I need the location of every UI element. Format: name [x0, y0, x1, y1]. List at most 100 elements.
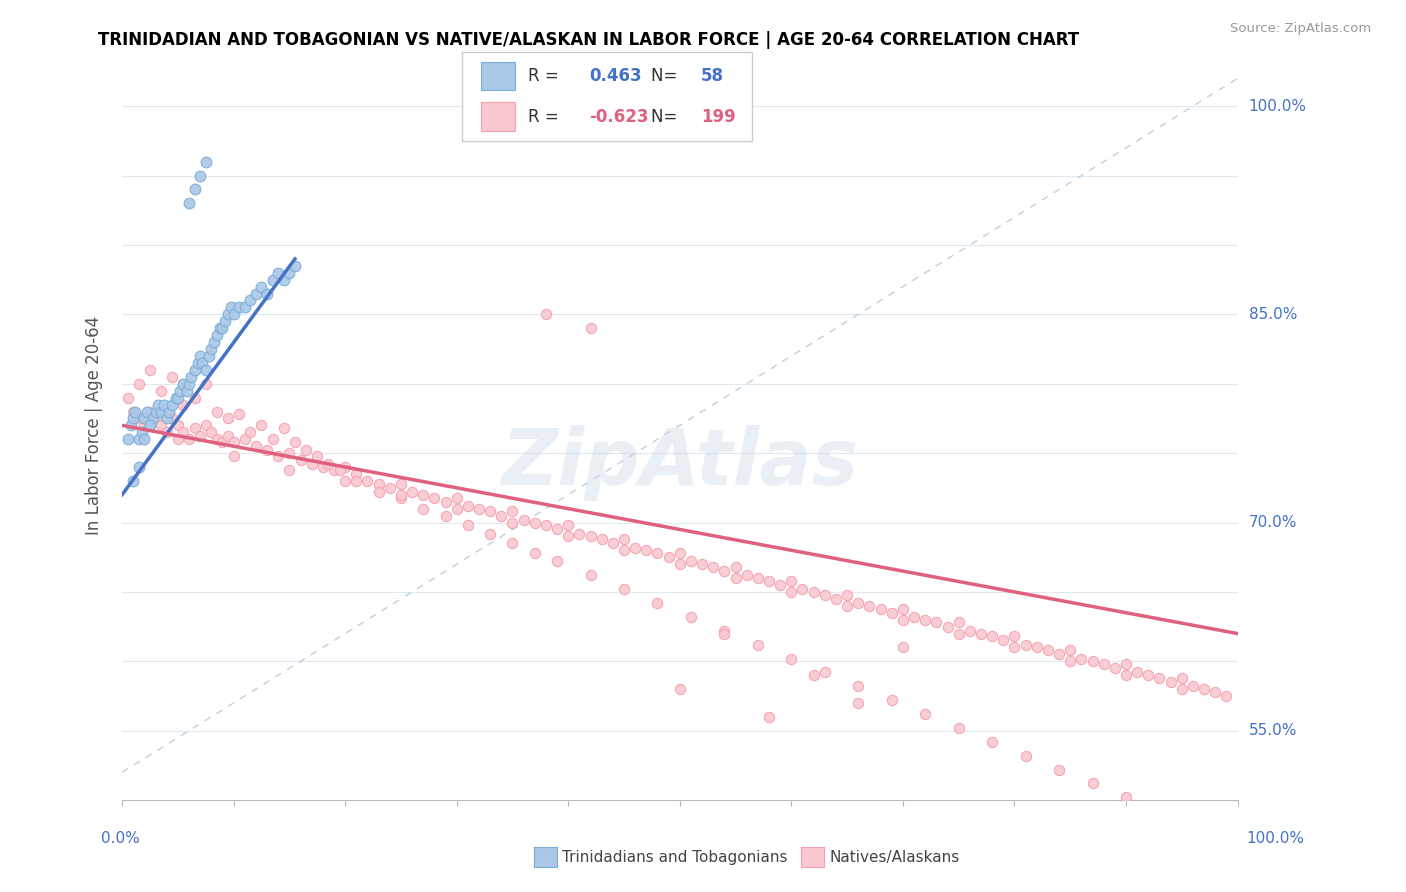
Point — [702, 560, 724, 574]
Point — [239, 425, 262, 440]
Point — [200, 342, 222, 356]
Point — [367, 476, 389, 491]
Text: 0.0%: 0.0% — [101, 831, 141, 846]
Point — [869, 601, 891, 615]
Point — [222, 435, 245, 450]
Point — [1081, 654, 1104, 668]
Point — [792, 582, 814, 596]
FancyBboxPatch shape — [463, 52, 752, 141]
Point — [501, 536, 523, 550]
Point — [146, 398, 169, 412]
Point — [1025, 640, 1047, 655]
Point — [150, 384, 173, 398]
Text: -0.623: -0.623 — [589, 108, 650, 126]
FancyBboxPatch shape — [481, 62, 515, 90]
Point — [758, 574, 780, 588]
Point — [169, 384, 191, 398]
Point — [191, 356, 214, 370]
Point — [679, 610, 702, 624]
Point — [846, 596, 869, 610]
Point — [333, 474, 356, 488]
Point — [139, 418, 162, 433]
Point — [165, 391, 187, 405]
Point — [803, 585, 825, 599]
Point — [217, 411, 239, 425]
Point — [557, 518, 579, 533]
Text: 0.463: 0.463 — [589, 67, 643, 85]
Point — [205, 328, 228, 343]
Point — [135, 404, 157, 418]
Point — [389, 476, 412, 491]
Point — [295, 443, 318, 458]
Point — [329, 463, 352, 477]
Point — [647, 546, 669, 560]
Point — [194, 363, 217, 377]
Point — [307, 449, 329, 463]
Point — [1171, 681, 1194, 696]
Point — [389, 491, 412, 505]
Text: 199: 199 — [702, 108, 735, 126]
Text: Natives/Alaskans: Natives/Alaskans — [830, 850, 960, 864]
Point — [284, 259, 307, 273]
Text: ZipAtlas: ZipAtlas — [502, 425, 858, 500]
Point — [1126, 665, 1149, 680]
Point — [523, 516, 546, 530]
Point — [446, 491, 468, 505]
Point — [222, 449, 245, 463]
Point — [211, 435, 233, 450]
Point — [177, 432, 200, 446]
Point — [613, 543, 636, 558]
Point — [194, 418, 217, 433]
Point — [814, 588, 837, 602]
Point — [1215, 689, 1237, 703]
Point — [579, 529, 602, 543]
Point — [200, 425, 222, 440]
Point — [278, 266, 301, 280]
Text: 58: 58 — [702, 67, 724, 85]
Text: R =: R = — [529, 67, 564, 85]
Point — [713, 626, 735, 640]
Point — [1059, 654, 1081, 668]
Point — [501, 504, 523, 518]
Point — [858, 599, 880, 613]
Point — [613, 582, 636, 596]
Point — [668, 546, 690, 560]
Point — [267, 449, 290, 463]
Point — [284, 435, 307, 450]
Point — [568, 526, 591, 541]
Point — [228, 301, 250, 315]
Point — [128, 432, 150, 446]
Point — [1115, 657, 1137, 671]
Text: TRINIDADIAN AND TOBAGONIAN VS NATIVE/ALASKAN IN LABOR FORCE | AGE 20-64 CORRELAT: TRINIDADIAN AND TOBAGONIAN VS NATIVE/ALA… — [98, 31, 1080, 49]
Point — [591, 532, 613, 546]
Point — [446, 501, 468, 516]
Text: 100.0%: 100.0% — [1247, 831, 1305, 846]
Point — [636, 543, 658, 558]
Point — [780, 574, 803, 588]
Point — [925, 615, 948, 630]
Point — [145, 404, 167, 418]
Point — [523, 546, 546, 560]
Point — [124, 404, 146, 418]
Point — [780, 585, 803, 599]
Point — [187, 356, 209, 370]
Point — [457, 499, 479, 513]
Text: 85.0%: 85.0% — [1249, 307, 1296, 322]
Point — [468, 501, 491, 516]
Point — [970, 626, 993, 640]
Point — [891, 613, 914, 627]
Point — [546, 554, 568, 568]
Point — [434, 494, 457, 508]
Point — [131, 425, 153, 440]
Point — [273, 421, 295, 435]
Point — [602, 536, 624, 550]
Point — [290, 453, 312, 467]
Point — [214, 314, 236, 328]
Text: N=: N= — [651, 67, 682, 85]
Point — [150, 418, 173, 433]
Point — [1137, 668, 1160, 682]
Point — [134, 411, 156, 425]
Point — [128, 376, 150, 391]
Point — [457, 518, 479, 533]
Point — [172, 425, 194, 440]
